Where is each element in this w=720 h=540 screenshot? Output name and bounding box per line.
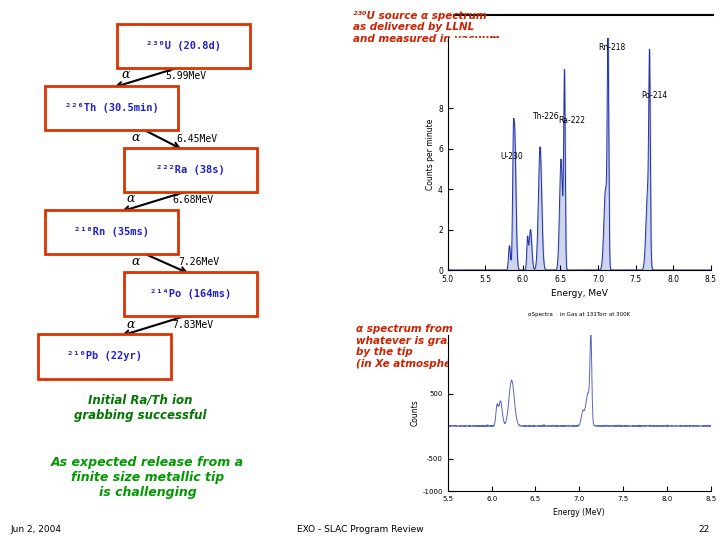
Text: ²¹⁴Po (164ms): ²¹⁴Po (164ms) — [150, 289, 231, 299]
Text: ²¹⁰Pb (22yr): ²¹⁰Pb (22yr) — [67, 352, 142, 361]
Text: α spectrum from
whatever is grabbed
by the tip
(in Xe atmosphere): α spectrum from whatever is grabbed by t… — [356, 324, 477, 369]
Text: As expected release from a
finite size metallic tip
is challenging: As expected release from a finite size m… — [51, 456, 244, 500]
Text: α: α — [131, 255, 140, 268]
Text: 5.99MeV: 5.99MeV — [166, 71, 207, 80]
Text: Ra-222: Ra-222 — [558, 116, 585, 125]
Text: α: α — [127, 192, 135, 205]
Text: 7.83MeV: 7.83MeV — [173, 320, 214, 330]
Text: α: α — [131, 131, 140, 144]
Text: Th-226: Th-226 — [533, 112, 559, 120]
Text: ²³⁰U (20.8d): ²³⁰U (20.8d) — [146, 41, 221, 51]
Text: αSpectra    in Gas at 131Torr at 300K: αSpectra in Gas at 131Torr at 300K — [528, 312, 630, 317]
Text: U-230: U-230 — [500, 152, 523, 161]
Text: Po-214: Po-214 — [641, 91, 667, 100]
Text: ²²²Ra (38s): ²²²Ra (38s) — [156, 165, 225, 175]
FancyBboxPatch shape — [45, 210, 179, 254]
Text: Rn-218: Rn-218 — [598, 43, 625, 52]
Y-axis label: Counts: Counts — [410, 400, 420, 427]
FancyBboxPatch shape — [125, 272, 258, 316]
X-axis label: Energy (MeV): Energy (MeV) — [554, 508, 605, 517]
Text: α: α — [127, 318, 135, 330]
Text: ²²⁶Th (30.5min): ²²⁶Th (30.5min) — [65, 103, 158, 113]
FancyBboxPatch shape — [45, 86, 179, 130]
Text: Jun 2, 2004: Jun 2, 2004 — [11, 524, 62, 534]
FancyBboxPatch shape — [117, 24, 251, 68]
FancyBboxPatch shape — [37, 334, 171, 379]
Text: 6.45MeV: 6.45MeV — [176, 134, 217, 144]
Text: 22: 22 — [698, 524, 709, 534]
Y-axis label: Counts per minute: Counts per minute — [426, 118, 436, 190]
FancyBboxPatch shape — [125, 148, 258, 192]
Text: Initial Ra/Th ion
grabbing successful: Initial Ra/Th ion grabbing successful — [74, 394, 207, 422]
Text: 7.26MeV: 7.26MeV — [179, 258, 220, 267]
Text: 6.68MeV: 6.68MeV — [173, 195, 214, 205]
X-axis label: Energy, MeV: Energy, MeV — [551, 289, 608, 299]
Text: ²³⁰U source α spectrum
as delivered by LLNL
and measured in vacuum: ²³⁰U source α spectrum as delivered by L… — [353, 11, 500, 44]
Text: EXO - SLAC Program Review: EXO - SLAC Program Review — [297, 524, 423, 534]
Text: α: α — [122, 68, 130, 81]
Text: ²¹⁸Rn (35ms): ²¹⁸Rn (35ms) — [74, 227, 149, 237]
